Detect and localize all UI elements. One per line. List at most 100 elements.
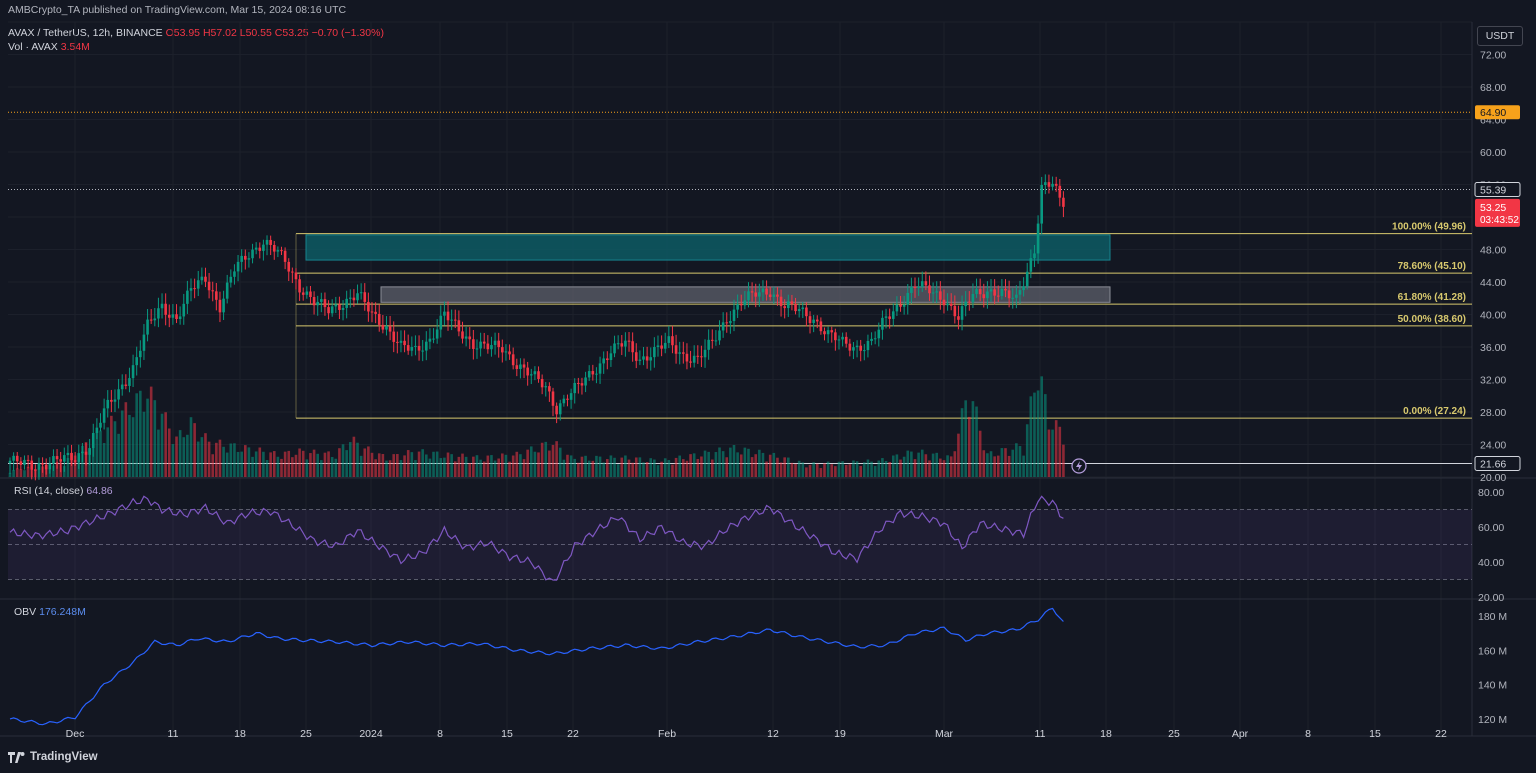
candle-body [367, 301, 370, 312]
volume-bar [624, 455, 627, 477]
volume-bar [529, 446, 533, 477]
currency-button[interactable]: USDT [1477, 26, 1523, 46]
candle-body [48, 463, 52, 470]
candle-body [348, 297, 352, 299]
candle-body [660, 345, 663, 349]
volume-bar [794, 463, 797, 477]
volume-bar [863, 462, 866, 477]
volume-bar [26, 466, 30, 477]
rsi-legend[interactable]: RSI (14, close) 64.86 [14, 485, 113, 497]
price-axis-label-14: 20.00 [1480, 472, 1506, 484]
candle-body [117, 389, 120, 400]
candle-body [218, 299, 222, 313]
candle-body [464, 336, 468, 339]
time-axis-label-0: Dec [66, 728, 85, 740]
candle-body [747, 291, 750, 301]
candle-body [692, 355, 696, 363]
symbol-name: AVAX / TetherUS, 12h, BINANCE [8, 27, 163, 39]
volume-bar [367, 446, 370, 477]
candle-body [968, 301, 971, 303]
volume-bar [931, 453, 935, 477]
volume-bar [758, 449, 761, 477]
volume-bar [946, 455, 949, 477]
volume-bar [577, 462, 580, 477]
candle-body [504, 351, 508, 353]
volume-bar [920, 449, 924, 477]
price-axis-label-8: 44.00 [1480, 277, 1506, 289]
volume-bar [642, 462, 645, 477]
candle-body [280, 250, 283, 252]
candle-body [772, 294, 776, 297]
volume-bar [783, 457, 786, 477]
volume-bar [12, 469, 15, 477]
price-label-55: 55.39 [1480, 184, 1506, 196]
volume-bar [750, 457, 754, 477]
candle-body [421, 350, 424, 352]
candle-body [131, 365, 135, 379]
candle-body [106, 399, 110, 409]
candle-body [797, 309, 801, 312]
volume-bar [247, 447, 251, 477]
candle-body [902, 304, 906, 307]
candle-body [341, 307, 345, 310]
candle-body [569, 393, 573, 400]
volume-bar [765, 461, 768, 477]
volume-bar [522, 459, 526, 477]
candle-body [392, 331, 396, 342]
time-axis-label-2: 18 [234, 728, 246, 740]
candle-body [417, 345, 421, 351]
time-axis-label-3: 25 [300, 728, 312, 740]
volume-bar [218, 439, 222, 477]
price-label-21-outline [1474, 456, 1521, 472]
candle-body [443, 311, 446, 316]
candle-body [841, 336, 844, 340]
brand-footer[interactable]: TradingView [8, 751, 98, 763]
volume-bar [406, 450, 410, 477]
volume-bar [381, 454, 385, 477]
candle-body [964, 301, 967, 307]
candle-body [1054, 183, 1058, 186]
candle-body [558, 403, 562, 415]
price-axis-label-4: 60.00 [1480, 147, 1506, 159]
price-axis-label-13: 24.00 [1480, 440, 1506, 452]
volume-bar [537, 452, 540, 477]
candle-body [8, 460, 12, 464]
volume-bar [377, 453, 381, 477]
volume-bar [1054, 420, 1058, 477]
volume-bar [211, 454, 215, 477]
obv-legend[interactable]: OBV 176.248M [14, 606, 86, 618]
volume-bar [616, 464, 620, 477]
candle-body [519, 364, 522, 369]
time-axis-label-9: 12 [767, 728, 779, 740]
volume-bar [352, 436, 356, 477]
volume-bar [124, 402, 128, 477]
volume-bar [258, 447, 262, 477]
volume-bar [910, 451, 913, 477]
candle-body [55, 456, 59, 460]
candle-body [171, 314, 175, 318]
volume-bar [269, 452, 272, 477]
symbol-legend[interactable]: AVAX / TetherUS, 12h, BINANCE O53.95 H57… [8, 27, 384, 39]
volume-bar [1040, 376, 1043, 477]
volume-bar [580, 456, 584, 477]
candle-body [258, 247, 262, 251]
time-axis-label-10: 19 [834, 728, 846, 740]
volume-bar [685, 460, 689, 477]
candle-body [765, 288, 768, 295]
candle-body [211, 290, 215, 292]
volume-bar [703, 450, 707, 477]
volume-bar [606, 459, 609, 477]
volume-bar [613, 457, 616, 477]
candle-body [229, 276, 233, 283]
candle-body [508, 351, 511, 355]
candle-body [986, 291, 989, 299]
volume-bar [942, 460, 946, 477]
volume-bar [457, 456, 461, 477]
volume-bar [884, 460, 888, 477]
volume-bar [490, 455, 493, 477]
event-marker-icon [1071, 458, 1087, 474]
price-axis-label-1: 72.00 [1480, 50, 1506, 62]
candle-body [855, 345, 859, 348]
volume-bar [102, 443, 106, 477]
